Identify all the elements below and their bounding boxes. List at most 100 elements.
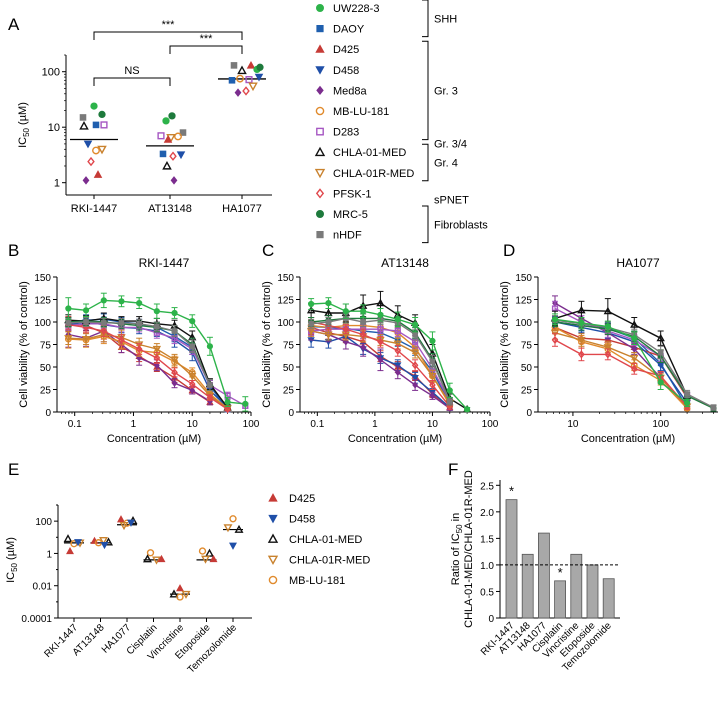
series-nhdf (65, 317, 213, 391)
data-point (153, 353, 161, 363)
data-point (152, 345, 162, 354)
data-point (604, 350, 612, 359)
data-point-med8a (234, 88, 242, 97)
legend-entry-d283: D283 (333, 127, 359, 139)
data-point-d425 (93, 170, 103, 178)
group-label: Gr. 3/4 (434, 139, 467, 151)
y-tick-label: 100 (515, 318, 532, 329)
significance-bracket (93, 77, 171, 86)
data-point (684, 391, 690, 397)
x-tick-label: 10 (427, 419, 439, 430)
series-line (311, 302, 468, 410)
data-point (171, 328, 178, 334)
data-point-chla-01-med (205, 548, 214, 557)
data-point (118, 320, 125, 326)
data-point (65, 305, 72, 312)
y-tick-label: 150 (34, 273, 51, 284)
y-label-main: IC (5, 572, 17, 583)
group-label: SHH (434, 13, 457, 25)
series-line (554, 318, 688, 404)
data-point (377, 326, 384, 333)
data-point-d458 (229, 542, 237, 550)
panel-c: C AT13148 0 25 50 75 100 125 150 0.1 1 10 100 Concent… (261, 241, 499, 445)
data-point (630, 320, 639, 328)
x-tick-label: 0.1 (310, 419, 324, 430)
series-line (68, 333, 229, 409)
bar-cisplatin (554, 580, 566, 619)
y-tick-label: 150 (515, 273, 532, 284)
legend-entry-chla-01r-med: CHLA-01R-MED (333, 168, 414, 180)
y-axis-label: IC50 (µM) (17, 102, 31, 148)
x-axis-label: Concentration (µM) (348, 433, 442, 445)
significance-label: * (509, 484, 514, 499)
data-point-chla-01-med (162, 160, 172, 170)
data-point (189, 343, 196, 350)
data-point-d283 (245, 76, 253, 84)
data-point (394, 368, 401, 377)
data-point (188, 372, 197, 381)
data-point-chla-01r-med (152, 556, 161, 565)
data-point (377, 356, 384, 364)
legend-marker-mb-lu-181 (315, 106, 325, 116)
significance-bracket (93, 31, 243, 40)
panel-b: B RKI-1447 0 25 50 75 100 125 150 0.1 1 10 100 Concen… (8, 241, 260, 445)
data-point-chla-01-med (104, 537, 113, 546)
panel-label: E (8, 460, 19, 479)
data-point (446, 387, 453, 394)
legend-marker-med8a (316, 85, 324, 96)
data-point (360, 319, 366, 325)
legend-entry-d458: D458 (333, 65, 359, 77)
y-axis-label-line2: CHLA-01-MED/CHLA-01R-MED (463, 470, 475, 628)
data-point (118, 298, 125, 305)
y-tick-label: 2.5 (480, 481, 494, 492)
panel-label: B (8, 241, 19, 260)
data-point (657, 349, 664, 356)
y-label-text: Ratio of IC (450, 533, 462, 585)
y-label-sub: 50 (10, 562, 19, 571)
data-point-mb-lu-181 (92, 146, 100, 155)
legend-entry-d425: D425 (289, 493, 315, 505)
y-tick-label: 1 (46, 549, 52, 560)
data-point (393, 340, 402, 349)
y-label-sub: 50 (22, 127, 31, 136)
data-point (118, 335, 125, 345)
data-point (410, 349, 420, 358)
data-point (325, 299, 332, 307)
y-tick-label: 125 (277, 296, 294, 307)
data-point-chla-01-med (63, 534, 73, 543)
data-point (100, 297, 107, 304)
data-point-d425 (163, 135, 173, 143)
data-point (551, 316, 559, 323)
group-bracket (422, 40, 429, 141)
legend-entry-chla-01r-med: CHLA-01R-MED (289, 555, 370, 567)
data-point-daoy (159, 150, 167, 158)
series-pfsk-1 (307, 317, 454, 411)
data-point-uw228-3 (162, 117, 170, 125)
y-tick-label: 125 (34, 296, 51, 307)
y-tick-label: 150 (277, 273, 294, 284)
legend-marker-uw228-3 (315, 4, 324, 12)
data-point-uw228-3 (90, 102, 98, 110)
data-point (630, 354, 639, 363)
group-bracket (422, 143, 429, 182)
legend-marker-d458 (315, 66, 325, 75)
y-tick-label: 1 (54, 178, 60, 190)
data-point-d283 (100, 121, 108, 129)
data-point-chla-01-med (237, 65, 247, 75)
data-point (100, 326, 108, 336)
data-point (224, 398, 231, 406)
legend-entry-uw228-3: UW228-3 (333, 3, 379, 15)
x-axis-label: Concentration (µM) (107, 433, 201, 445)
data-point (171, 368, 178, 377)
legend-marker-d283 (316, 127, 324, 136)
y-tick-label: 0.5 (480, 587, 494, 598)
y-tick-label: 100 (42, 67, 60, 79)
series-line (68, 318, 229, 410)
x-axis-label: Concentration (µM) (581, 433, 675, 445)
data-point (376, 298, 385, 307)
legend-marker-chla-01-med (267, 533, 279, 543)
legend-entry-mrc-5: MRC-5 (333, 209, 368, 221)
data-point-mrc-5 (256, 63, 264, 71)
y-tick-label: 0 (488, 614, 494, 625)
